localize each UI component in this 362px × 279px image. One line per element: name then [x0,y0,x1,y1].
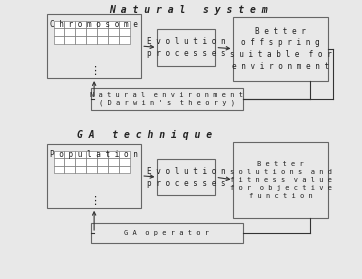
Text: ⋮: ⋮ [89,66,100,76]
Bar [54,166,64,173]
Bar [86,28,97,36]
Bar [108,151,119,158]
Bar [75,158,86,166]
Bar [86,21,97,28]
Bar [64,21,75,28]
Text: E v o l u t i o n
p r o c e s s e s: E v o l u t i o n p r o c e s s e s [147,37,226,58]
Bar [119,158,130,166]
Bar [97,166,108,173]
Bar [86,36,97,44]
Bar [97,21,108,28]
Text: B e t t e r
o f f s p r i n g
s u i t a b l e  f o r
e n v i r o n m e n t: B e t t e r o f f s p r i n g s u i t a … [230,27,332,71]
FancyBboxPatch shape [47,14,141,78]
Bar [108,28,119,36]
Bar [64,28,75,36]
Bar [54,36,64,44]
Bar [64,151,75,158]
FancyBboxPatch shape [157,29,215,66]
FancyBboxPatch shape [47,144,141,208]
Bar [54,28,64,36]
FancyBboxPatch shape [233,17,328,81]
Bar [54,21,64,28]
FancyBboxPatch shape [157,159,215,195]
Bar [108,36,119,44]
Text: N a t u r a l   s y s t e m: N a t u r a l s y s t e m [109,5,268,15]
Bar [119,28,130,36]
Bar [97,151,108,158]
Bar [75,166,86,173]
Bar [75,21,86,28]
Bar [75,151,86,158]
Bar [86,166,97,173]
FancyBboxPatch shape [90,88,243,110]
Text: E v o l u t i o n
p r o c e s s e s: E v o l u t i o n p r o c e s s e s [147,167,226,187]
Bar [108,21,119,28]
Text: C h r o m o s o m e: C h r o m o s o m e [50,20,138,29]
Text: ⋮: ⋮ [89,196,100,206]
Bar [108,166,119,173]
Bar [86,151,97,158]
Bar [54,158,64,166]
Text: N a t u r a l  e n v i r o n m e n t
( D a r w i n ' s  t h e o r y ): N a t u r a l e n v i r o n m e n t ( D … [90,92,243,106]
Text: G A  o p e r a t o r: G A o p e r a t o r [124,230,209,236]
Bar [119,151,130,158]
FancyBboxPatch shape [90,223,243,243]
Bar [54,151,64,158]
Bar [64,36,75,44]
Text: G A   t e c h n i q u e: G A t e c h n i q u e [77,130,212,140]
Bar [119,166,130,173]
Bar [97,28,108,36]
Bar [97,36,108,44]
Bar [97,158,108,166]
FancyBboxPatch shape [233,142,328,218]
Bar [75,36,86,44]
Bar [75,28,86,36]
Bar [64,166,75,173]
Bar [108,158,119,166]
Bar [86,158,97,166]
Text: B e t t e r
s o l u t i o n s  a n d
f i t n e s s  v a l u e
f o r  o b j e c t: B e t t e r s o l u t i o n s a n d f i … [230,161,332,199]
Bar [64,158,75,166]
Bar [119,36,130,44]
Bar [119,21,130,28]
Text: P o p u l a t i o n: P o p u l a t i o n [50,150,138,159]
